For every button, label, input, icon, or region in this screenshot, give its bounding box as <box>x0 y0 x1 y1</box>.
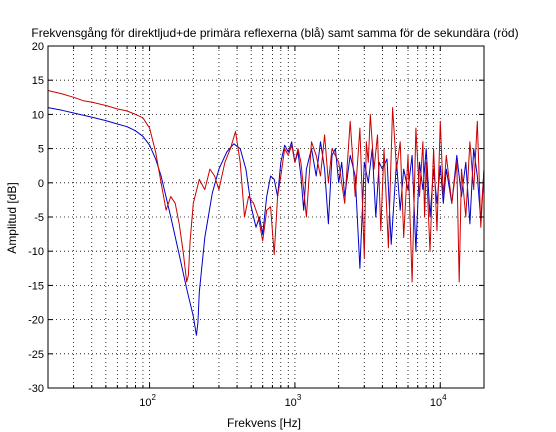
ticks: 20 15 10 5 0 -5 -10 -15 -20 -25 -30 102 103 104 <box>28 41 484 409</box>
y-axis-label: Amplitud [dB] <box>5 182 19 253</box>
y-tick-label: 0 <box>38 178 44 190</box>
y-tick-label: 5 <box>38 144 44 156</box>
chart-title: Frekvensgång för direktljud+de primära r… <box>31 26 518 40</box>
y-tick-label: -15 <box>28 280 44 292</box>
y-tick-label: -5 <box>34 212 44 224</box>
x-axis-label: Frekvens [Hz] <box>227 416 301 430</box>
y-tick-label: 20 <box>32 41 44 53</box>
x-tick-label: 102 <box>139 393 156 409</box>
series-line-1 <box>47 107 485 336</box>
x-tick-label: 103 <box>285 393 302 409</box>
y-tick-label: -20 <box>28 315 44 327</box>
x-tick-label: 104 <box>430 393 447 409</box>
grid <box>48 46 484 388</box>
y-tick-label: -25 <box>28 349 44 361</box>
y-tick-label: -30 <box>28 383 44 395</box>
series-layer <box>47 90 485 336</box>
y-tick-label: -10 <box>28 246 44 258</box>
series-line-2 <box>47 90 485 283</box>
y-tick-label: 15 <box>32 75 44 87</box>
y-tick-label: 10 <box>32 109 44 121</box>
